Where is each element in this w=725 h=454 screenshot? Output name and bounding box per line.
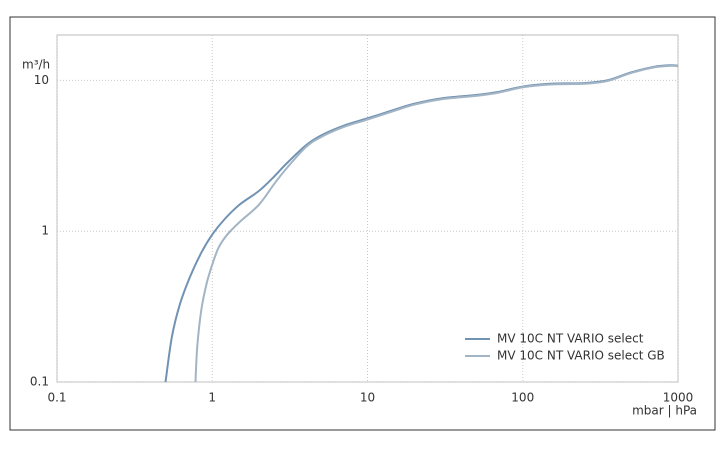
y-tick-label: 1 [41,224,49,238]
legend-label: MV 10C NT VARIO select [497,332,644,346]
x-tick-label: 1 [208,391,216,405]
y-tick-label: 0.1 [30,375,49,389]
x-tick-label: 100 [511,391,534,405]
x-axis-label: mbar | hPa [632,404,697,418]
legend-label: MV 10C NT VARIO select GB [497,349,665,363]
series-line [194,64,679,383]
x-tick-label: 0.1 [47,391,66,405]
x-tick-label: 1000 [663,391,694,405]
x-tick-label: 10 [360,391,375,405]
y-axis-label: m³/h [22,58,50,72]
frame [9,16,716,431]
y-tick-label: 10 [34,73,49,87]
